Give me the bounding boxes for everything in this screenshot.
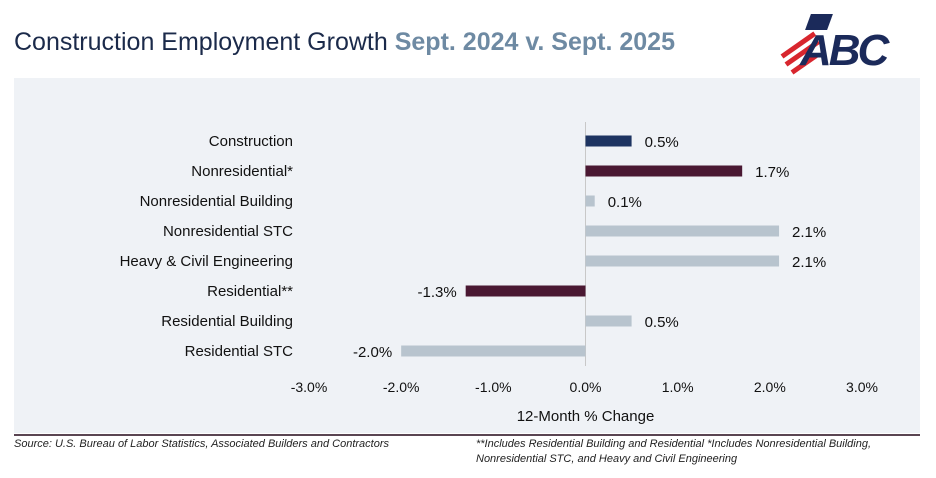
x-tick-label: 0.0% xyxy=(570,379,602,395)
title-subtitle: Sept. 2024 v. Sept. 2025 xyxy=(394,28,675,56)
x-tick-label: -1.0% xyxy=(475,379,512,395)
x-tick-label: -2.0% xyxy=(383,379,420,395)
category-label: Residential** xyxy=(207,283,293,300)
data-label: 0.1% xyxy=(608,194,642,211)
x-tick-label: 3.0% xyxy=(846,379,878,395)
data-label: 0.5% xyxy=(645,134,679,151)
x-tick-label: -3.0% xyxy=(291,379,328,395)
data-label: 2.1% xyxy=(792,224,826,241)
title-main: Construction Employment Growth xyxy=(14,28,388,56)
x-axis-label: 12-Month % Change xyxy=(517,408,655,425)
category-label: Nonresidential Building xyxy=(140,193,293,210)
bar xyxy=(465,285,586,297)
bar xyxy=(585,135,632,147)
source-note: Source: U.S. Bureau of Labor Statistics,… xyxy=(14,438,389,450)
data-label: 1.7% xyxy=(755,164,789,181)
bar xyxy=(401,345,586,357)
bar xyxy=(585,225,780,237)
bar xyxy=(585,315,632,327)
category-label: Heavy & Civil Engineering xyxy=(120,253,293,270)
data-label: -1.3% xyxy=(417,284,456,301)
bar xyxy=(585,255,780,267)
data-label: 0.5% xyxy=(645,314,679,331)
category-label: Residential Building xyxy=(161,313,293,330)
footnote: **Includes Residential Building and Resi… xyxy=(476,438,872,465)
abc-logo: ABC xyxy=(780,14,905,76)
chart-title: Construction Employment Growth Sept. 202… xyxy=(14,28,675,57)
x-tick-label: 1.0% xyxy=(662,379,694,395)
data-label: 2.1% xyxy=(792,254,826,271)
category-label: Construction xyxy=(209,133,293,150)
category-label: Residential STC xyxy=(185,343,294,360)
x-tick-label: 2.0% xyxy=(754,379,786,395)
bar xyxy=(585,195,595,207)
category-label: Nonresidential STC xyxy=(163,223,293,240)
data-label: -2.0% xyxy=(353,344,392,361)
category-label: Nonresidential* xyxy=(191,163,293,180)
bar xyxy=(585,165,743,177)
footer-divider xyxy=(14,434,920,436)
